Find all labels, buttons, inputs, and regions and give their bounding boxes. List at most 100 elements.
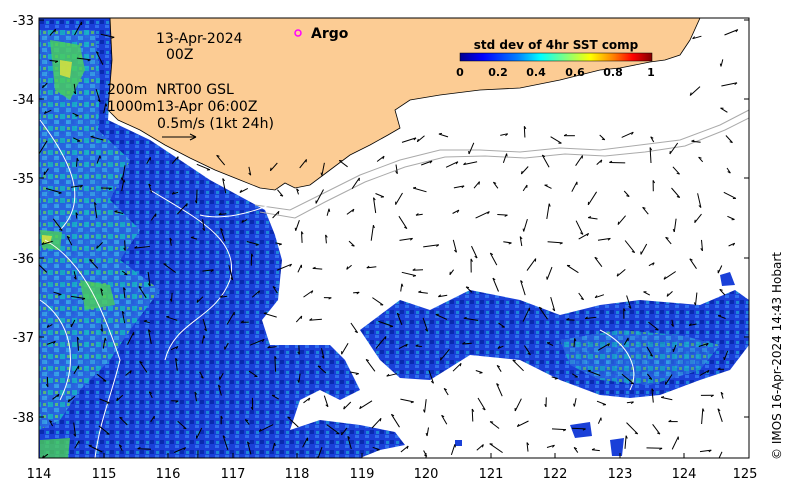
- current-vector-head: [325, 404, 329, 408]
- current-vector: [39, 264, 48, 273]
- current-vector-head: [119, 444, 123, 448]
- current-vector-head: [548, 203, 551, 207]
- current-vector-head: [300, 315, 303, 320]
- current-vector: [395, 192, 403, 205]
- current-vector-head: [305, 159, 307, 163]
- current-vector-head: [471, 408, 475, 412]
- current-vector-head: [148, 329, 151, 333]
- colorbar-tick: 0.8: [603, 66, 623, 79]
- current-vector-head: [497, 345, 501, 349]
- current-vector: [689, 323, 697, 326]
- current-vector: [721, 82, 738, 87]
- current-vector-head: [474, 255, 478, 259]
- current-vector-head: [415, 213, 419, 216]
- current-vector: [438, 133, 449, 138]
- current-vector-head: [278, 243, 282, 246]
- current-vector: [395, 164, 398, 174]
- current-vector: [412, 187, 427, 193]
- current-vector: [298, 373, 301, 383]
- current-vector-head: [54, 60, 59, 63]
- current-vector-head: [204, 328, 207, 332]
- current-vector-head: [343, 406, 345, 410]
- current-vector: [73, 271, 77, 280]
- current-vector-head: [220, 228, 224, 231]
- current-vector-head: [230, 277, 234, 281]
- current-vector-head: [663, 276, 666, 280]
- current-vector-head: [574, 338, 577, 342]
- current-vector-head: [45, 383, 49, 388]
- current-vector-head: [82, 298, 86, 300]
- current-vector-head: [166, 315, 170, 318]
- current-vector-head: [267, 345, 271, 349]
- current-vector-head: [410, 401, 414, 404]
- current-vector-head: [584, 316, 588, 320]
- current-vector-head: [542, 154, 546, 158]
- current-vector-head: [436, 244, 440, 247]
- current-vector-head: [573, 446, 578, 450]
- current-vector-head: [66, 235, 70, 239]
- colorbar-title: std dev of 4hr SST comp: [474, 38, 639, 52]
- current-vector-head: [269, 167, 272, 171]
- current-vector: [45, 188, 62, 194]
- current-vector-head: [628, 306, 632, 309]
- x-tick-label: 122: [543, 467, 568, 482]
- current-vector: [248, 370, 258, 378]
- current-vector: [326, 424, 340, 435]
- current-vector-head: [692, 36, 696, 40]
- current-vector-head: [111, 36, 115, 39]
- current-vector: [648, 321, 659, 331]
- current-vector-head: [41, 242, 45, 245]
- current-vector-head: [116, 397, 119, 401]
- current-vector-head: [272, 286, 276, 289]
- current-vector: [727, 215, 735, 220]
- current-vector: [348, 240, 355, 247]
- current-vector-head: [588, 216, 592, 219]
- current-vector: [49, 60, 58, 62]
- current-vector: [267, 346, 277, 349]
- current-vector: [585, 316, 597, 320]
- current-vector: [66, 236, 73, 246]
- current-vector-head: [617, 221, 620, 225]
- current-vector: [150, 213, 157, 221]
- current-vector: [295, 220, 300, 231]
- current-vector: [302, 437, 308, 448]
- current-vector-head: [487, 211, 490, 215]
- current-vector: [575, 155, 583, 166]
- current-vector: [73, 83, 77, 94]
- current-vector: [95, 88, 101, 102]
- current-vector-head: [492, 277, 496, 281]
- current-vector: [96, 374, 107, 382]
- current-vector: [519, 236, 523, 247]
- current-vector: [272, 286, 278, 294]
- current-vector-head: [100, 288, 104, 292]
- current-vector: [312, 267, 323, 270]
- current-vector: [166, 316, 178, 321]
- current-vector: [717, 408, 723, 422]
- current-vector: [544, 184, 552, 189]
- current-vector: [428, 370, 434, 384]
- current-vector: [88, 445, 103, 453]
- current-vector: [647, 373, 653, 380]
- current-vector-head: [46, 324, 50, 328]
- current-vector: [73, 365, 80, 375]
- current-vector: [699, 369, 710, 376]
- current-vector-head: [552, 444, 555, 448]
- current-vector-head: [240, 320, 244, 323]
- current-vector: [378, 320, 394, 327]
- current-vector: [169, 237, 172, 246]
- current-vector-head: [321, 355, 325, 359]
- current-vector-head: [479, 372, 483, 374]
- current-vector-head: [508, 242, 512, 245]
- current-vector: [452, 239, 457, 253]
- current-vector: [652, 424, 661, 435]
- current-vector: [550, 136, 562, 144]
- current-vector-head: [717, 367, 721, 370]
- current-vector: [365, 359, 376, 372]
- current-vector-head: [97, 99, 101, 103]
- current-vector: [350, 371, 359, 375]
- current-vector-head: [391, 413, 395, 417]
- current-vector: [719, 289, 726, 296]
- current-vector-head: [607, 237, 611, 241]
- current-vector-head: [169, 237, 173, 241]
- current-vector: [376, 155, 385, 162]
